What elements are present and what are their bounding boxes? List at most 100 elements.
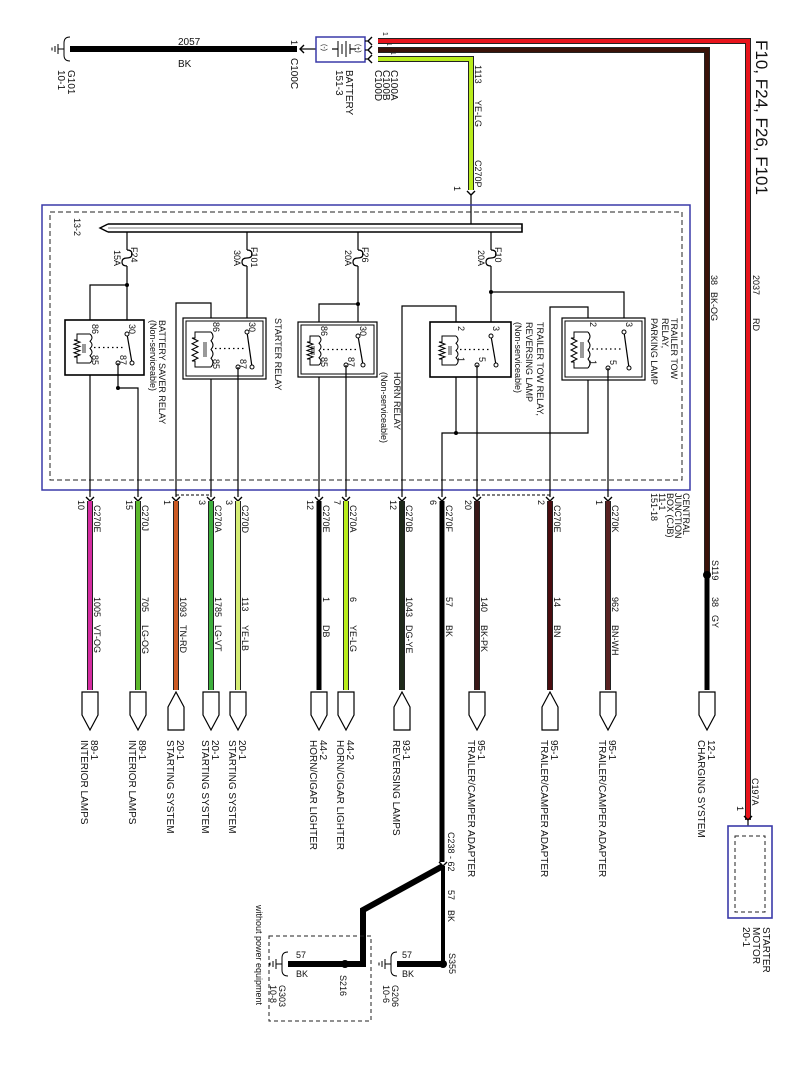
- starter-motor-label: 20-1: [740, 927, 751, 947]
- ground-bracket: [281, 951, 289, 977]
- relay-pin-label: 1: [456, 357, 466, 362]
- wire-circuit-label: 1043: [404, 597, 414, 617]
- connector-pin-label: 1: [381, 32, 388, 36]
- wire-color-label: BK: [178, 59, 192, 70]
- wire-color-label: DG-YE: [404, 625, 414, 654]
- destination-page-link[interactable]: 44-2: [344, 740, 355, 760]
- wire-2037-rd-outline: [378, 38, 751, 820]
- battery-positive-label: (+): [354, 44, 361, 53]
- destination-connector-icon: [202, 691, 220, 732]
- connector-arrow-icon: [85, 496, 95, 502]
- destination-page-link[interactable]: 89-1: [88, 740, 99, 760]
- wire-path: [455, 377, 589, 434]
- relay-0: [64, 319, 145, 376]
- destination-name-label: TRAILER/CAMPER ADAPTER: [538, 740, 549, 877]
- connector-arrow-icon: [341, 496, 351, 502]
- connector-id-label: C270F: [444, 505, 454, 533]
- destination-page-link[interactable]: 95-1: [606, 740, 617, 760]
- destination-page-link[interactable]: 95-1: [548, 740, 559, 760]
- wire-circuit-label: 57: [402, 950, 412, 960]
- wire-circuit-label: 1093: [178, 597, 188, 617]
- destination-page-link[interactable]: 44-2: [317, 740, 328, 760]
- connector-id-label: C270P: [473, 160, 483, 188]
- splice-label: S119: [710, 560, 720, 580]
- wire-circuit-label: 57: [446, 890, 456, 900]
- destination-page-link[interactable]: 20-1: [174, 740, 185, 760]
- wire-color-label: BK: [446, 910, 456, 922]
- cjb-label: BOX (CJB): [665, 493, 675, 538]
- connector-pin-label: 2: [536, 500, 546, 505]
- wire-color-label: TN-RD: [178, 625, 188, 653]
- splice-dot: [116, 386, 120, 390]
- relay-name-label: (Non-serviceable): [379, 372, 389, 443]
- wire-color-label: BN: [552, 625, 562, 638]
- connector-pin-label: 1: [289, 40, 299, 45]
- wire-color-label: DB: [321, 625, 331, 638]
- battery-box: [315, 36, 366, 63]
- connector-pin-label: 3: [197, 500, 207, 505]
- fuse-rating-label: 20A: [343, 250, 353, 266]
- wire-color-label: BN-WH: [610, 625, 620, 656]
- option-note-label: without power equipment: [254, 904, 264, 1006]
- connector-arrow-icon: [133, 496, 143, 502]
- relay-box: [561, 317, 646, 381]
- destination-page-link[interactable]: 93-1: [400, 740, 411, 760]
- connector-arrow-icon: [545, 496, 555, 502]
- wire-2037-rd: [378, 39, 750, 820]
- wire-57-bk-branch: [345, 863, 445, 967]
- wire-color-label: LG-OG: [140, 625, 150, 654]
- bus-bar-arrow-icon: [98, 223, 109, 233]
- pin-terminal: [493, 362, 499, 368]
- destination-page-link[interactable]: 20-1: [209, 740, 220, 760]
- destination-name-label: HORN/CIGAR LIGHTER: [334, 740, 345, 850]
- relay-inner-box: [300, 324, 375, 375]
- relay-2: [297, 321, 378, 378]
- wire-path: [491, 291, 625, 318]
- relay-3: [429, 321, 512, 378]
- battery-page-label: 151-3: [333, 70, 344, 96]
- destination-name-label: STARTING SYSTEM: [199, 740, 210, 834]
- connector-arrow-icon: [233, 496, 243, 502]
- fuse-icon: [121, 249, 133, 267]
- ground-bracket: [390, 951, 398, 977]
- cjb-box: [41, 204, 691, 491]
- destination-connector-icon: [468, 691, 486, 732]
- destination-page-link[interactable]: 20-1: [236, 740, 247, 760]
- relay-switch-contact-icon: [623, 331, 630, 369]
- wire-circuit-label: 2037: [751, 275, 761, 295]
- connector-id-label: C100B: [380, 70, 391, 101]
- relay-pin-label: 2: [456, 326, 466, 331]
- relay-pin-label: 85: [211, 359, 221, 369]
- wire-circuit-label: 1785: [213, 597, 223, 617]
- wire-circuit-label: 1005: [92, 597, 102, 617]
- connector-id-label: C270A: [348, 505, 358, 533]
- connector-c100-arrow-icon: [367, 45, 373, 55]
- connector-pin-label: 12: [305, 500, 315, 510]
- wire-color-label: VT-OG: [92, 625, 102, 653]
- wire-1113-ye-lg: [378, 57, 473, 190]
- fuse-icon: [485, 249, 497, 267]
- battery-name-label: BATTERY: [343, 70, 354, 116]
- connector-id-label: C270J: [140, 505, 150, 531]
- destination-page-link[interactable]: 12-1: [705, 740, 716, 760]
- cjb-label: 151-18: [649, 493, 659, 521]
- relay-4: [561, 317, 646, 381]
- destination-connector-icon: [393, 690, 411, 731]
- destination-page-link[interactable]: 95-1: [475, 740, 486, 760]
- splice-label: S355: [447, 953, 457, 974]
- destination-page-link[interactable]: 89-1: [136, 740, 147, 760]
- relay-pin-label: 3: [624, 322, 634, 327]
- connector-pin-label: 1: [162, 500, 172, 505]
- wire-color-label: BK-PK: [479, 625, 489, 652]
- relay-name-label: TRAILER TOW: [669, 318, 679, 380]
- connector-c100-arrow-icon: [367, 54, 373, 64]
- wire-circuit-label: 6: [348, 597, 358, 602]
- destination-name-label: TRAILER/CAMPER ADAPTER: [465, 740, 476, 877]
- wire-path: [318, 303, 358, 322]
- destination-name-label: STARTING SYSTEM: [164, 740, 175, 834]
- relay-name-label: REVERSING LAMP: [524, 322, 534, 402]
- connector-id-label: C270E: [552, 505, 562, 533]
- cjb-label: CENTRAL: [681, 493, 691, 535]
- connector-c270p-icon: [466, 190, 476, 196]
